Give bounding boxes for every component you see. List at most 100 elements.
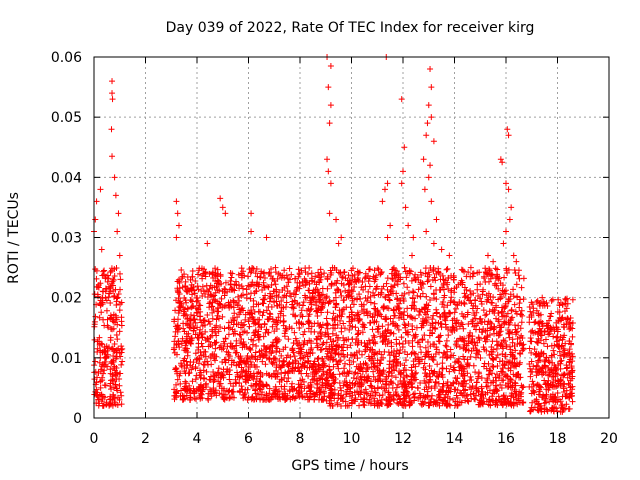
- data-point: [439, 365, 446, 372]
- data-point: [212, 326, 219, 333]
- data-point: [201, 348, 208, 355]
- data-point: [199, 292, 206, 299]
- data-point: [312, 370, 319, 377]
- data-point: [483, 311, 490, 318]
- data-point: [484, 389, 491, 396]
- data-point: [291, 353, 298, 360]
- data-point: [215, 365, 222, 372]
- data-point: [519, 399, 526, 406]
- data-point: [441, 309, 448, 316]
- data-point: [282, 344, 289, 351]
- data-point: [182, 297, 189, 304]
- data-point: [189, 378, 196, 385]
- data-point: [511, 355, 518, 362]
- data-point: [392, 323, 399, 330]
- data-point: [230, 330, 237, 337]
- data-point: [471, 395, 478, 402]
- data-point: [116, 349, 123, 356]
- data-point: [103, 307, 110, 314]
- data-point: [442, 321, 449, 328]
- x-tick-label: 4: [193, 431, 202, 447]
- data-point: [314, 307, 321, 314]
- data-point: [569, 333, 576, 340]
- data-point: [368, 353, 375, 360]
- data-point: [198, 319, 205, 326]
- data-point: [511, 379, 518, 386]
- data-point: [467, 391, 474, 398]
- data-point: [306, 337, 313, 344]
- data-point: [229, 270, 236, 277]
- data-point: [177, 370, 184, 377]
- data-point: [421, 186, 428, 193]
- data-point: [393, 384, 400, 391]
- data-point: [238, 364, 245, 371]
- data-point: [294, 390, 301, 397]
- data-point: [212, 357, 219, 364]
- data-point: [100, 370, 107, 377]
- data-point: [420, 156, 427, 163]
- data-point: [233, 349, 240, 356]
- data-point: [384, 340, 391, 347]
- data-point: [318, 346, 325, 353]
- data-point: [478, 375, 485, 382]
- data-point: [91, 318, 98, 325]
- data-point: [107, 269, 114, 276]
- data-point: [117, 301, 124, 308]
- data-point: [305, 382, 312, 389]
- data-point: [187, 297, 194, 304]
- data-point: [300, 331, 307, 338]
- data-point: [113, 331, 120, 338]
- data-point: [242, 372, 249, 379]
- data-point: [289, 386, 296, 393]
- data-point: [371, 305, 378, 312]
- data-point: [101, 271, 108, 278]
- data-point: [398, 313, 405, 320]
- data-point: [509, 329, 516, 336]
- data-point: [250, 297, 257, 304]
- data-point: [215, 328, 222, 335]
- data-point: [318, 372, 325, 379]
- data-point: [429, 316, 436, 323]
- data-point: [460, 325, 467, 332]
- data-point: [516, 334, 523, 341]
- data-point: [108, 386, 115, 393]
- data-point: [412, 351, 419, 358]
- data-point: [320, 340, 327, 347]
- data-point: [202, 381, 209, 388]
- data-point: [303, 370, 310, 377]
- data-point: [109, 391, 116, 398]
- data-point: [317, 347, 324, 354]
- data-point: [311, 396, 318, 403]
- data-point: [358, 284, 365, 291]
- data-point: [225, 299, 232, 306]
- data-point: [92, 313, 99, 320]
- data-point: [107, 370, 114, 377]
- data-point: [268, 350, 275, 357]
- data-point: [454, 387, 461, 394]
- x-tick-label: 10: [343, 431, 361, 447]
- data-point: [400, 401, 407, 408]
- data-point: [113, 295, 120, 302]
- data-point: [113, 302, 120, 309]
- data-point: [197, 308, 204, 315]
- data-point: [292, 275, 299, 282]
- data-point: [333, 300, 340, 307]
- data-point: [108, 280, 115, 287]
- data-point: [513, 396, 520, 403]
- data-point: [258, 347, 265, 354]
- data-point: [250, 376, 257, 383]
- data-point: [209, 309, 216, 316]
- data-point: [313, 281, 320, 288]
- data-point: [410, 302, 417, 309]
- data-point: [459, 267, 466, 274]
- data-point: [104, 278, 111, 285]
- data-point: [331, 264, 338, 271]
- data-point: [204, 293, 211, 300]
- data-point: [448, 294, 455, 301]
- data-point: [443, 266, 450, 273]
- data-point: [197, 383, 204, 390]
- data-point: [350, 301, 357, 308]
- data-point: [118, 401, 125, 408]
- data-point: [307, 297, 314, 304]
- data-point: [424, 306, 431, 313]
